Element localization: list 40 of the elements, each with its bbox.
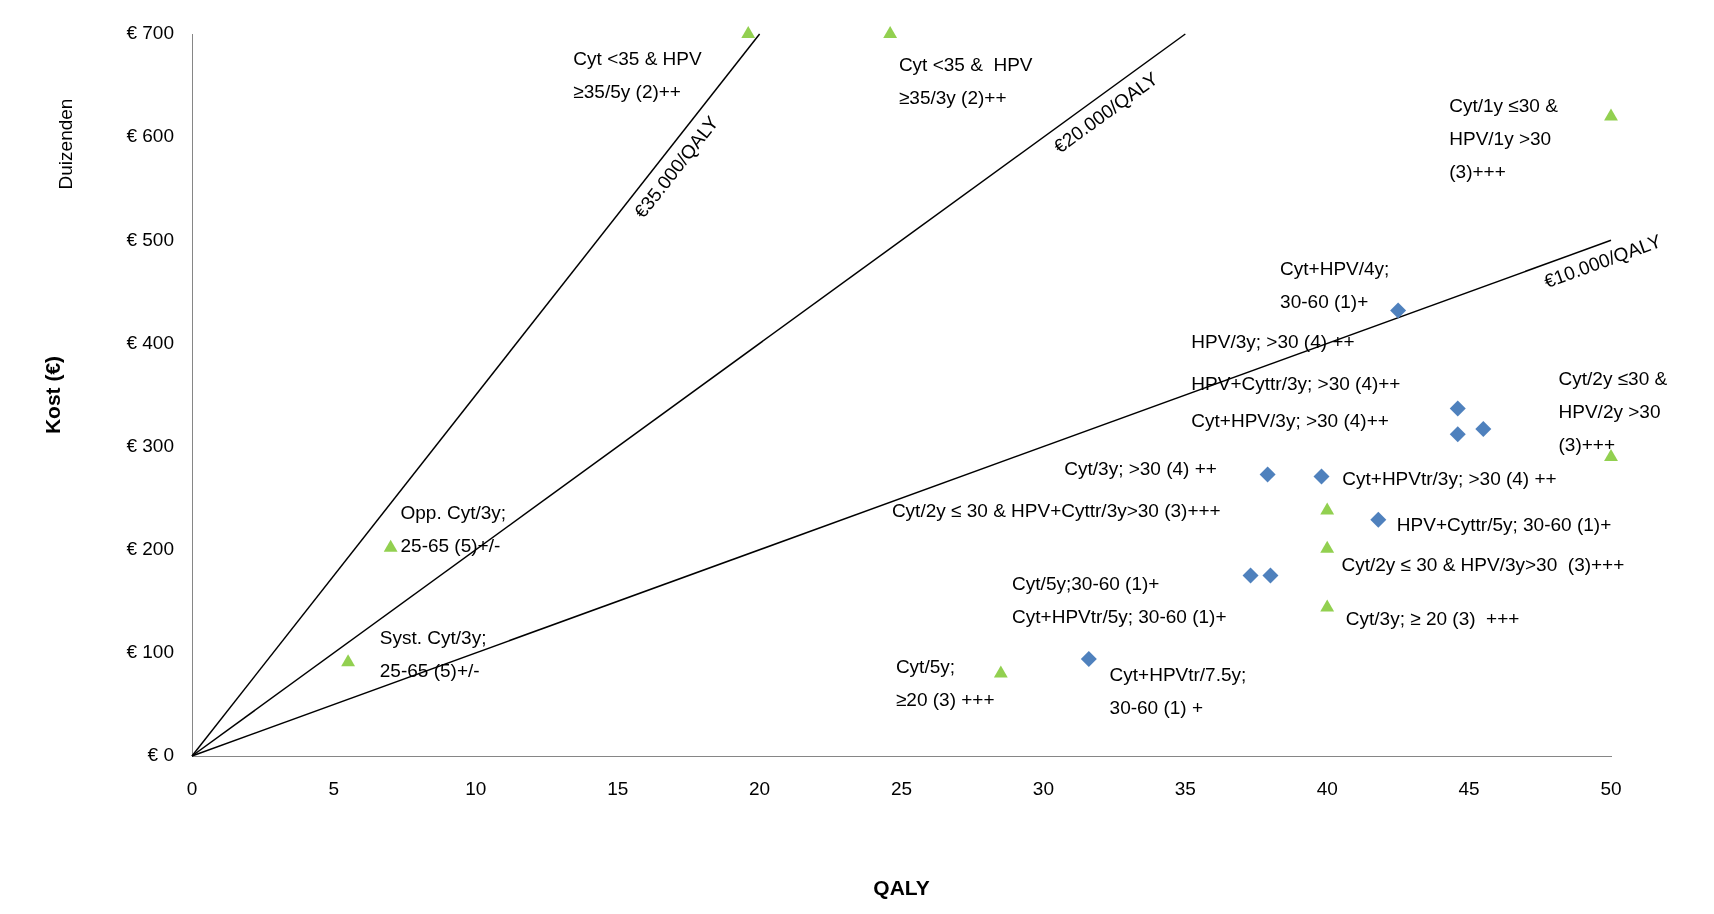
annotation: Cyt/2y ≤ 30 & HPV/3y>30 (3)+++ xyxy=(1341,554,1625,576)
annotation: Syst. Cyt/3y; 25-65 (5)+/- xyxy=(379,627,487,682)
annotation: Cyt/2y ≤ 30 & HPV+Cyttr/3y>30 (3)+++ xyxy=(891,499,1221,521)
y-tick-label: € 0 xyxy=(147,744,174,766)
text: Duizenden xyxy=(55,98,77,190)
y-tick-label: € 200 xyxy=(126,537,174,559)
annotation: Cyt/3y; ≥ 20 (3) +++ xyxy=(1345,607,1520,629)
x-tick-label: 15 xyxy=(607,777,629,799)
y-tick-label: € 400 xyxy=(126,331,174,353)
x-axis-title: QALY xyxy=(873,876,930,900)
annotation: Cyt+HPV/4y; 30-60 (1)+ xyxy=(1280,258,1390,313)
x-tick-label: 10 xyxy=(465,777,487,799)
annotation: Cyt+HPVtr/5y; 30-60 (1)+ xyxy=(1012,605,1227,627)
y-tick-label: € 500 xyxy=(126,228,174,250)
annotation: Cyt/2y ≤30 & HPV/2y >30 (3)+++ xyxy=(1558,367,1668,455)
x-tick-label: 40 xyxy=(1316,777,1338,799)
annotation: HPV+Cyttr/5y; 30-60 (1)+ xyxy=(1396,513,1612,535)
annotation: Cyt <35 & HPV ≥35/3y (2)++ xyxy=(898,53,1033,108)
x-tick-label: 30 xyxy=(1032,777,1054,799)
x-tick-label: 25 xyxy=(890,777,913,799)
annotation: Cyt/3y; >30 (4) ++ xyxy=(1064,458,1217,480)
y-axis-title: Kost (€) xyxy=(41,355,65,435)
annotation: Cyt/1y ≤30 & HPV/1y >30 (3)+++ xyxy=(1449,94,1559,182)
y-tick-label: € 700 xyxy=(126,22,174,44)
x-tick-label: 50 xyxy=(1600,777,1622,799)
annotation: Cyt/5y;30-60 (1)+ xyxy=(1012,572,1160,594)
y-tick-label: € 600 xyxy=(126,125,174,147)
annotation: Cyt <35 & HPV ≥35/5y (2)++ xyxy=(573,48,702,103)
x-tick-label: 20 xyxy=(749,777,771,799)
x-tick-label: 0 xyxy=(186,777,198,799)
x-tick-label: 35 xyxy=(1174,777,1196,799)
annotation: Cyt+HPVtr/3y; >30 (4) ++ xyxy=(1342,468,1557,489)
annotation: HPV/3y; >30 (4) ++ xyxy=(1191,331,1355,353)
x-tick-label: 5 xyxy=(328,777,340,799)
y-tick-label: € 100 xyxy=(126,641,174,663)
y-tick-label: € 300 xyxy=(126,434,174,456)
annotation: Cyt+HPVtr/7.5y; 30-60 (1) + xyxy=(1109,663,1247,718)
x-tick-label: 45 xyxy=(1458,777,1480,799)
annotation: Cyt/5y; ≥20 (3) +++ xyxy=(895,656,995,711)
annotation: Cyt+HPV/3y; >30 (4)++ xyxy=(1191,410,1389,432)
